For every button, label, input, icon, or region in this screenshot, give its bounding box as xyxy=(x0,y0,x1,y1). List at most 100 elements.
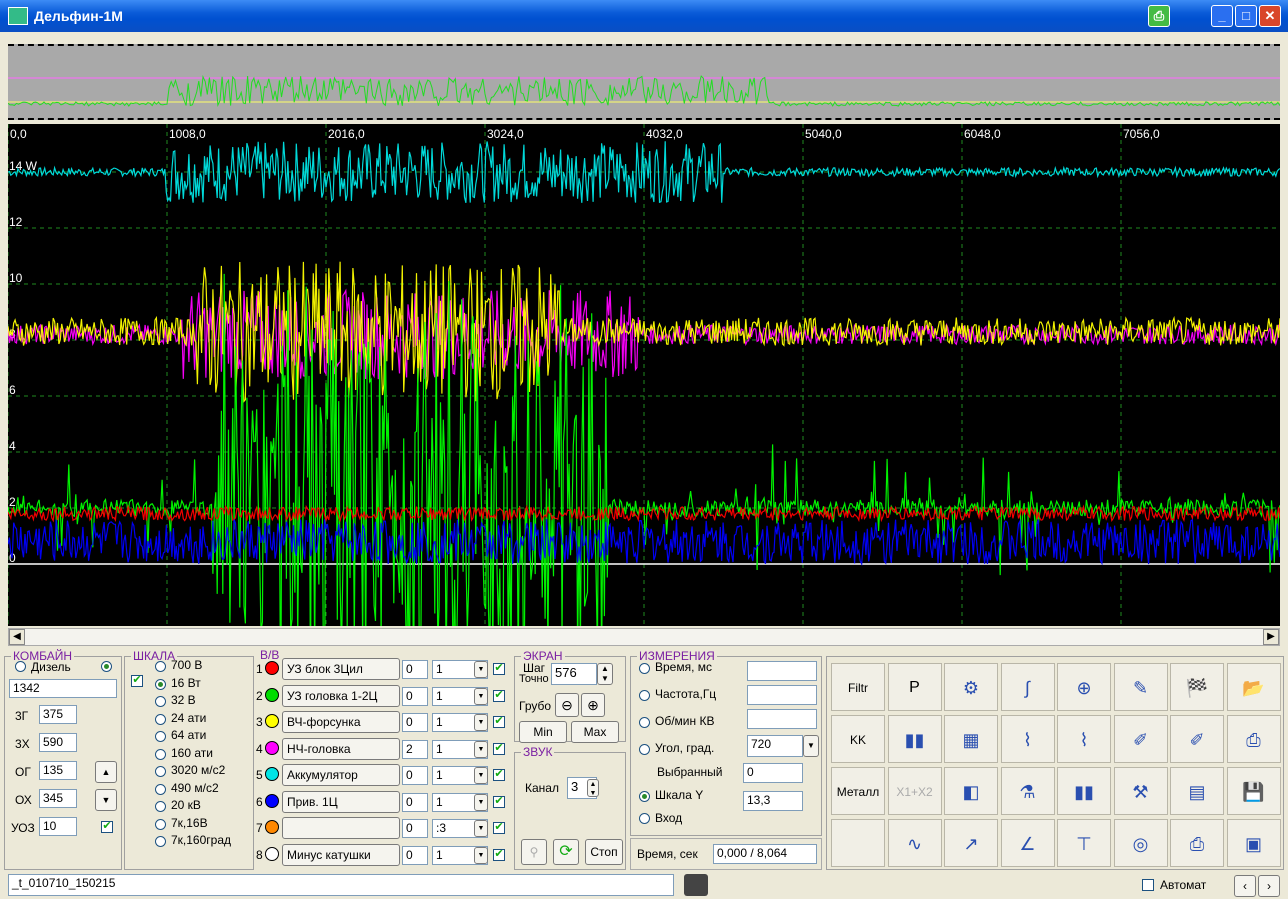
channel-color-dot[interactable] xyxy=(265,714,279,728)
filename-field[interactable]: _t_010710_150215 xyxy=(8,874,674,896)
field-3g[interactable]: 375 xyxy=(39,705,77,724)
kanal-spinner[interactable]: ▲ ▼ xyxy=(587,779,599,797)
monitor-icon[interactable]: ▣ xyxy=(1226,819,1281,867)
tool-button[interactable]: X1+X2 xyxy=(887,767,942,815)
izm-radio-3[interactable] xyxy=(639,744,650,755)
min-button[interactable]: Min xyxy=(519,721,567,743)
channel-gain-dropdown[interactable]: ▼ xyxy=(474,687,488,705)
max-button[interactable]: Max xyxy=(571,721,619,743)
tool-button[interactable] xyxy=(831,819,885,867)
vhod-radio[interactable] xyxy=(639,813,650,824)
shkala-radio-7[interactable] xyxy=(155,783,166,795)
channel-enable-checkbox[interactable]: ✔ xyxy=(493,847,505,861)
camera-icon[interactable] xyxy=(684,874,708,896)
database-icon[interactable]: ▤ xyxy=(1170,767,1224,815)
channel-name-button[interactable]: НЧ-головка xyxy=(282,737,400,760)
tools-icon[interactable]: ⚒ xyxy=(1113,767,1168,815)
channel-gain-dropdown[interactable]: ▼ xyxy=(474,793,488,811)
next-button[interactable]: › xyxy=(1258,875,1280,897)
crosshair-icon[interactable]: ⊕ xyxy=(1057,663,1111,711)
flask-icon[interactable]: ⚗ xyxy=(1000,767,1055,815)
channel-enable-checkbox[interactable]: ✔ xyxy=(493,794,505,808)
channel-enable-checkbox[interactable]: ✔ xyxy=(493,688,505,702)
shkala-radio-2[interactable] xyxy=(155,696,166,707)
channel-offset-field[interactable]: 0 xyxy=(402,845,428,865)
print-icon[interactable]: ⎙ xyxy=(1170,819,1224,867)
stop-button[interactable]: Стоп xyxy=(585,839,623,865)
shkala-radio-3[interactable] xyxy=(155,713,166,725)
coil-icon[interactable]: ◎ xyxy=(1113,819,1168,867)
channel-color-dot[interactable] xyxy=(265,793,279,808)
channel-color-dot[interactable] xyxy=(265,846,279,861)
shkala-radio-1[interactable] xyxy=(155,678,166,690)
izm-field-3[interactable] xyxy=(747,709,817,729)
play-icon[interactable]: ⚲ xyxy=(521,839,547,865)
field-uoz[interactable]: 10 xyxy=(39,817,77,836)
angle-icon[interactable]: ∠ xyxy=(1000,819,1055,867)
channel-enable-checkbox[interactable]: ✔ xyxy=(493,741,505,755)
shkala-radio-9[interactable] xyxy=(155,818,166,830)
shkala-y-field[interactable]: 13,3 xyxy=(743,791,803,811)
channel-name-button[interactable]: ВЧ-форсунка xyxy=(282,711,400,733)
shag-field[interactable]: 576 xyxy=(551,663,597,685)
channel-offset-field[interactable]: 2 xyxy=(402,739,428,759)
shkala-radio-6[interactable] xyxy=(155,766,166,777)
shkala-radio-8[interactable] xyxy=(155,801,166,812)
diesel-radio[interactable] xyxy=(101,661,112,672)
bar-chart-icon[interactable]: ▮▮ xyxy=(887,715,942,763)
field-3x[interactable]: 590 xyxy=(39,733,77,752)
oscillogram-plot[interactable]: 0,0 1008,0 2016,0 3024,0 4032,0 5040,0 6048,0 7… xyxy=(8,124,1280,626)
ugol-dropdown[interactable]: ▼ xyxy=(803,735,819,757)
channel-name-button[interactable]: Минус катушки xyxy=(282,843,400,866)
horizontal-scrollbar[interactable]: ◀ ▶ xyxy=(8,628,1280,646)
channel-gain-dropdown[interactable]: ▼ xyxy=(474,767,488,784)
chart-edit-icon[interactable]: ✐ xyxy=(1113,715,1168,763)
shkala-checkbox[interactable]: ✔ xyxy=(131,674,143,687)
vybrannyi-field[interactable]: 0 xyxy=(743,763,803,783)
channel-color-dot[interactable] xyxy=(265,767,279,781)
channel-name-button[interactable] xyxy=(282,817,400,839)
tool-button[interactable]: KK xyxy=(831,715,885,763)
field-ox[interactable]: 345 xyxy=(39,789,77,808)
wave-icon[interactable]: ∿ xyxy=(887,819,942,867)
tool-button[interactable]: Металл xyxy=(831,767,885,815)
race-car-icon[interactable]: 🏁 xyxy=(1170,663,1224,711)
open-folder-icon[interactable]: 📂 xyxy=(1226,663,1281,711)
minimize-button[interactable]: _ xyxy=(1211,5,1233,27)
channel-color-dot[interactable] xyxy=(265,687,279,702)
close-button[interactable]: ✕ xyxy=(1259,5,1281,27)
line-chart-icon[interactable]: ↗ xyxy=(944,819,998,867)
channel-color-dot[interactable] xyxy=(265,740,279,755)
channel-offset-field[interactable]: 0 xyxy=(402,819,428,838)
channel-enable-checkbox[interactable]: ✔ xyxy=(493,715,505,728)
izm-radio-1[interactable] xyxy=(639,690,650,701)
izm-radio-0[interactable] xyxy=(639,663,650,674)
channel-gain-dropdown[interactable]: ▼ xyxy=(474,820,488,837)
maximize-button[interactable]: □ xyxy=(1235,5,1257,27)
tool-button[interactable]: Filtr xyxy=(831,663,885,711)
channel-gain-dropdown[interactable]: ▼ xyxy=(474,661,488,678)
channel-gain-dropdown[interactable]: ▼ xyxy=(474,714,488,731)
uoz-checkbox[interactable]: ✔ xyxy=(101,820,113,833)
scroll-right-button[interactable]: ▶ xyxy=(1263,629,1279,645)
channel-name-button[interactable]: УЗ головка 1-2Ц xyxy=(282,684,400,707)
channel-gain-dropdown[interactable]: ▼ xyxy=(474,846,488,864)
shag-spinner[interactable]: ▲ ▼ xyxy=(597,663,613,685)
zoom-out-icon[interactable]: ⊖ xyxy=(555,693,579,717)
izm-radio-2[interactable] xyxy=(639,717,650,728)
izm-field-2[interactable] xyxy=(747,685,817,705)
channel-name-button[interactable]: Прив. 1Ц xyxy=(282,790,400,813)
channel-enable-checkbox[interactable]: ✔ xyxy=(493,662,505,675)
integral-icon[interactable]: ∫ xyxy=(1000,663,1055,711)
channel-offset-field[interactable]: 0 xyxy=(402,713,428,732)
decrease-button[interactable]: ▼ xyxy=(95,789,117,811)
print-icon[interactable]: ⎙ xyxy=(1148,5,1170,27)
channel-gain-dropdown[interactable]: ▼ xyxy=(474,740,488,758)
signal-icon[interactable]: ⌇ xyxy=(1000,715,1055,763)
field-og[interactable]: 135 xyxy=(39,761,77,780)
channel-offset-field[interactable]: 0 xyxy=(402,686,428,706)
floppy-icon[interactable]: 💾 xyxy=(1226,767,1281,815)
shkala-radio-0[interactable] xyxy=(155,661,166,672)
avtomat-checkbox[interactable] xyxy=(1142,879,1154,891)
scroll-left-button[interactable]: ◀ xyxy=(9,629,25,645)
